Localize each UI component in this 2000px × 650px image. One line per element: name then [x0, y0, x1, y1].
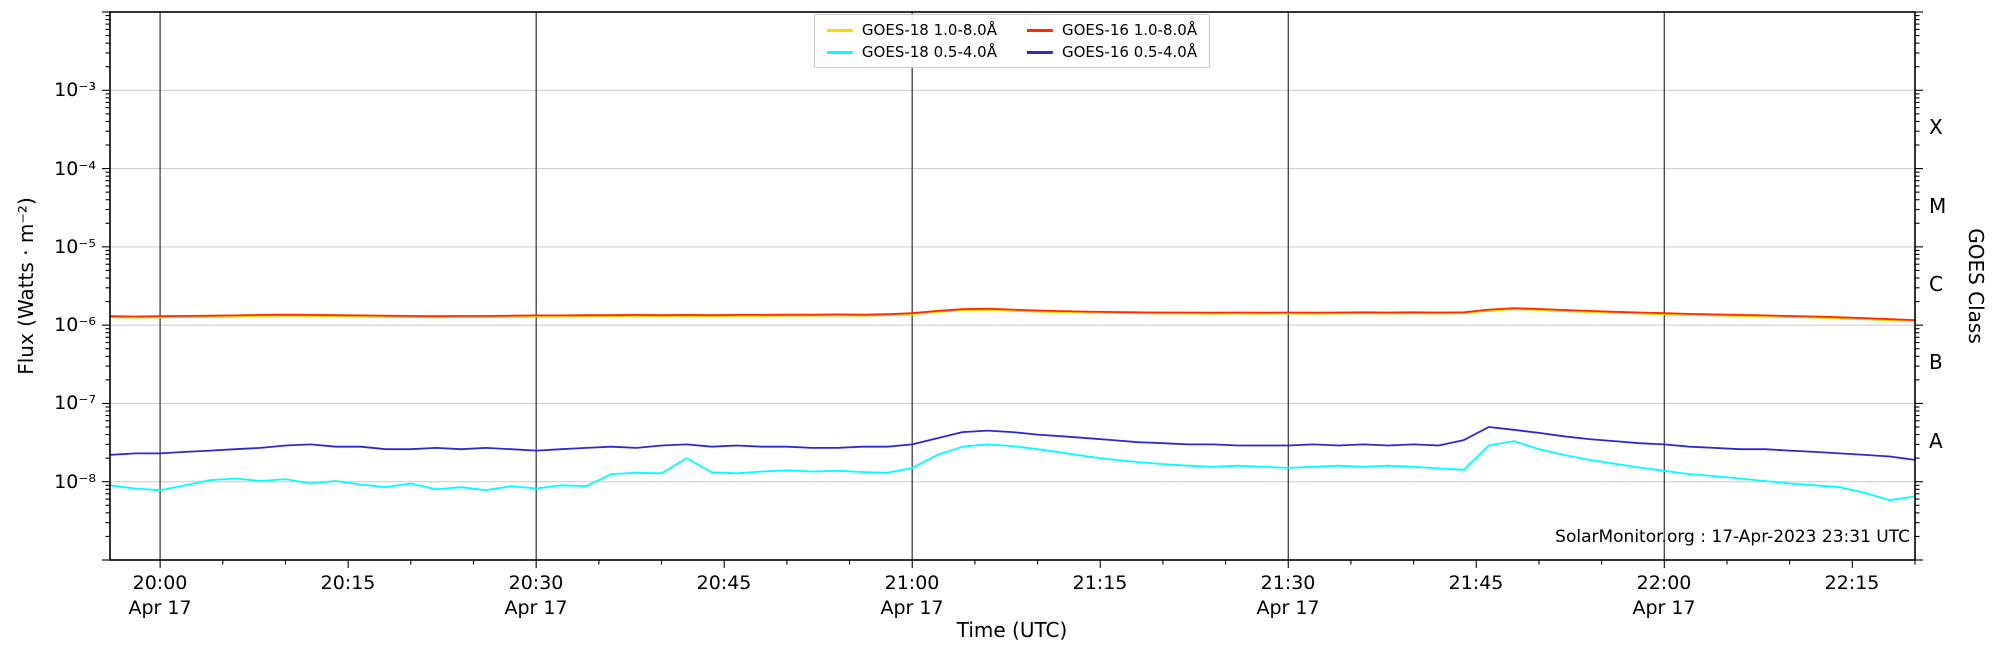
legend-entry-goes16-long: GOES-16 1.0-8.0Å [1027, 21, 1197, 39]
legend-line-swatch-goes18-long [826, 28, 853, 32]
legend-entry-goes16-short: GOES-16 0.5-4.0Å [1027, 43, 1197, 61]
series-line-goes16-short [109, 426, 1916, 461]
legend-line-swatch-goes16-short [1027, 50, 1053, 54]
legend-label-goes18-short: GOES-18 0.5-4.0Å [861, 43, 997, 61]
series-line-goes18-short [109, 440, 1916, 502]
watermark-credit: SolarMonitor.org : 17-Apr-2023 23:31 UTC [1555, 527, 1910, 547]
legend-entry-goes18-long: GOES-18 1.0-8.0Å [826, 21, 997, 39]
plot-border [109, 11, 1916, 561]
legend-label-goes18-long: GOES-18 1.0-8.0Å [861, 21, 997, 39]
legend-column-goes18: GOES-18 1.0-8.0Å GOES-18 0.5-4.0Å [826, 21, 997, 61]
series-line-goes16-long [109, 307, 1916, 322]
legend-label-goes16-short: GOES-16 0.5-4.0Å [1062, 43, 1198, 61]
legend-line-swatch-goes16-long [1027, 28, 1053, 32]
legend-label-goes16-long: GOES-16 1.0-8.0Å [1062, 21, 1198, 39]
legend-entry-goes18-short: GOES-18 0.5-4.0Å [826, 43, 997, 61]
right-axis-label: GOES Class [1964, 228, 1988, 344]
x-axis-label: Time (UTC) [956, 618, 1068, 642]
legend-line-swatch-goes18-short [826, 50, 853, 54]
y-axis-label: Flux (Watts · m⁻²) [14, 197, 38, 375]
legend-column-goes16: GOES-16 1.0-8.0Å GOES-16 0.5-4.0Å [1027, 21, 1197, 61]
legend: GOES-18 1.0-8.0Å GOES-18 0.5-4.0Å GOES-1… [813, 14, 1211, 68]
